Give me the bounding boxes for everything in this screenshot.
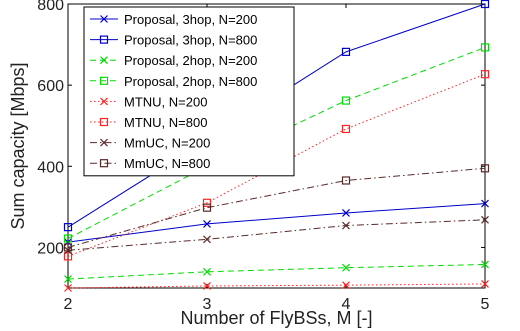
legend-label: Proposal, 3hop, N=200 [124,12,257,27]
legend: Proposal, 3hop, N=200 Proposal, 3hop, N=8… [83,6,295,177]
legend-marker [99,76,109,85]
y-tick-label: 600 [37,78,64,95]
data-point [481,199,489,208]
data-point [63,223,73,232]
y-axis-label: Sum capacity [Mbps] [8,62,28,229]
data-point [481,260,489,269]
data-point [342,281,350,290]
legend-marker [99,117,109,127]
data-point [341,47,351,56]
data-point [341,124,351,134]
legend-marker [100,138,108,147]
data-point [63,243,73,252]
series-3 [64,260,489,283]
data-point [342,209,350,217]
data-point [64,246,72,255]
data-point [63,252,73,261]
series-8 [63,164,490,252]
y-tick-label: 800 [37,0,64,14]
series-5 [64,280,489,292]
data-point [64,284,72,292]
series-line [67,203,486,243]
legend-item: MTNU, N=200 [90,94,207,109]
legend-item: MmUC, N=200 [90,136,210,151]
plot-area-frame [67,3,486,289]
legend-label: MmUC, N=800 [124,156,210,171]
data-point [64,275,72,283]
data-point [480,164,490,173]
series-line [67,283,486,289]
data-point [480,43,490,52]
legend-marker [100,97,108,106]
legend-item: MTNU, N=800 [90,115,207,130]
data-point [203,267,211,276]
data-point [341,176,351,185]
legend-label: MTNU, N=200 [124,94,207,109]
legend-label: Proposal, 2hop, N=800 [124,74,257,89]
legend-marker [99,159,109,168]
legend-marker [100,15,108,23]
data-point [480,70,490,79]
legend-label: Proposal, 2hop, N=200 [124,53,257,68]
y-tick-label: 200 [37,240,64,257]
legend-item: Proposal, 3hop, N=200 [90,12,257,27]
x-tick-label: 3 [203,296,212,313]
y-tick-label: 400 [37,159,64,176]
data-point [203,219,211,228]
data-point [341,96,351,105]
data-point [202,203,212,212]
legend-box [83,6,295,177]
x-tick-label: 5 [481,296,490,313]
data-point [203,282,211,290]
data-point [342,221,350,230]
legend-marker [100,56,108,65]
legend-marker [99,35,109,44]
legend-item: Proposal, 2hop, N=200 [90,53,257,68]
series-line [67,219,486,251]
series-line [67,73,486,257]
legend-item: Proposal, 2hop, N=800 [90,74,257,89]
legend-label: MTNU, N=800 [124,115,207,130]
data-point [203,235,211,244]
legend-item: Proposal, 3hop, N=800 [90,33,257,48]
series-6 [63,70,490,261]
legend-label: MmUC, N=200 [124,136,210,151]
data-point [63,234,73,243]
series-7 [64,215,489,255]
data-point [202,198,212,207]
x-tick-label: 4 [342,296,351,313]
data-point [481,215,489,224]
data-point [481,280,489,288]
data-point [342,263,350,272]
x-axis-label: Number of FlyBSs, M [-] [180,308,372,328]
legend-item: MmUC, N=800 [90,156,210,171]
series-1 [64,199,489,247]
data-point [480,0,490,9]
legend-label: Proposal, 3hop, N=800 [124,33,257,48]
x-tick-label: 2 [64,296,73,313]
series-line [67,263,486,280]
